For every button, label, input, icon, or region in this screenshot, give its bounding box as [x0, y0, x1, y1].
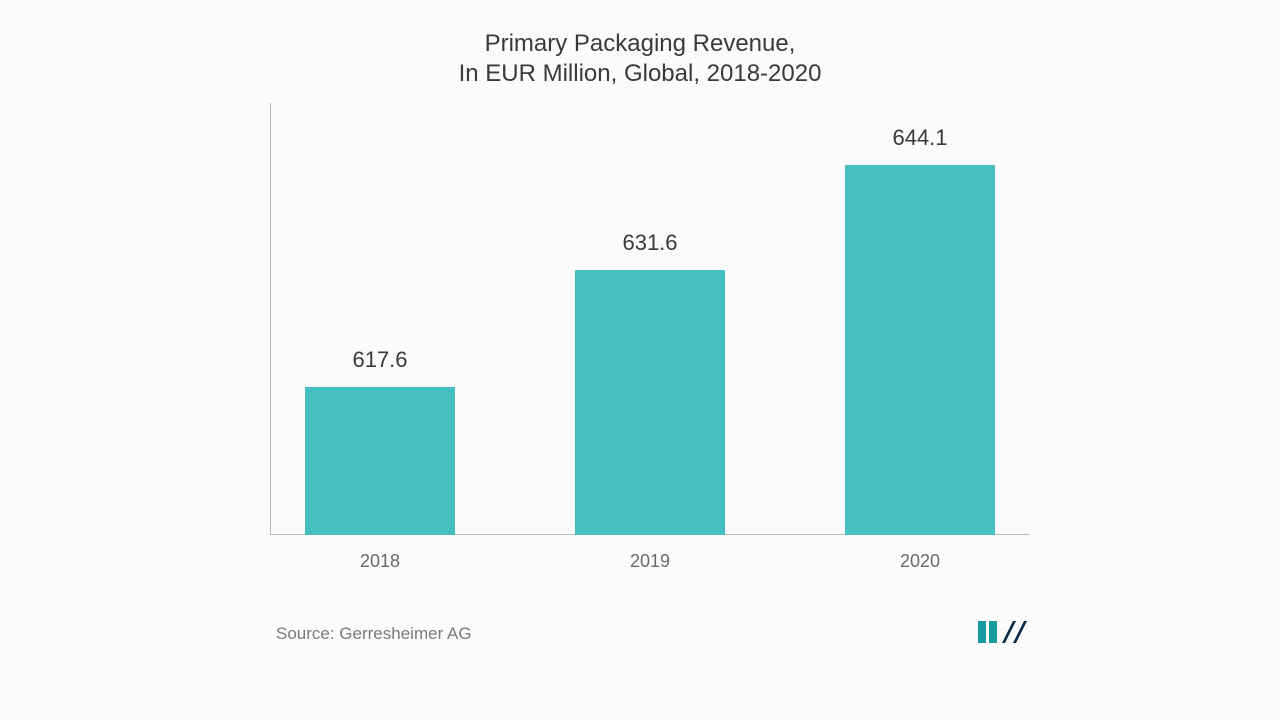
bar-2020-value: 644.1 — [845, 125, 995, 151]
chart-plot-area: 617.6 2018 631.6 2019 644.1 2020 — [270, 115, 1030, 535]
y-axis — [270, 103, 271, 535]
xtick-2019: 2019 — [575, 551, 725, 572]
chart-stage: Primary Packaging Revenue, In EUR Millio… — [0, 0, 1280, 720]
xtick-2020: 2020 — [845, 551, 995, 572]
bar-2020 — [845, 165, 995, 535]
xtick-2018: 2018 — [305, 551, 455, 572]
bar-2019 — [575, 270, 725, 535]
mordor-logo-icon — [978, 618, 1028, 646]
chart-title-line2: In EUR Million, Global, 2018-2020 — [0, 60, 1280, 88]
bar-2018-value: 617.6 — [305, 347, 455, 373]
bar-2018 — [305, 387, 455, 535]
source-attribution: Source: Gerresheimer AG — [276, 624, 472, 644]
publisher-logo — [978, 618, 1028, 646]
chart-title-line1: Primary Packaging Revenue, — [0, 30, 1280, 58]
bar-2019-value: 631.6 — [575, 230, 725, 256]
